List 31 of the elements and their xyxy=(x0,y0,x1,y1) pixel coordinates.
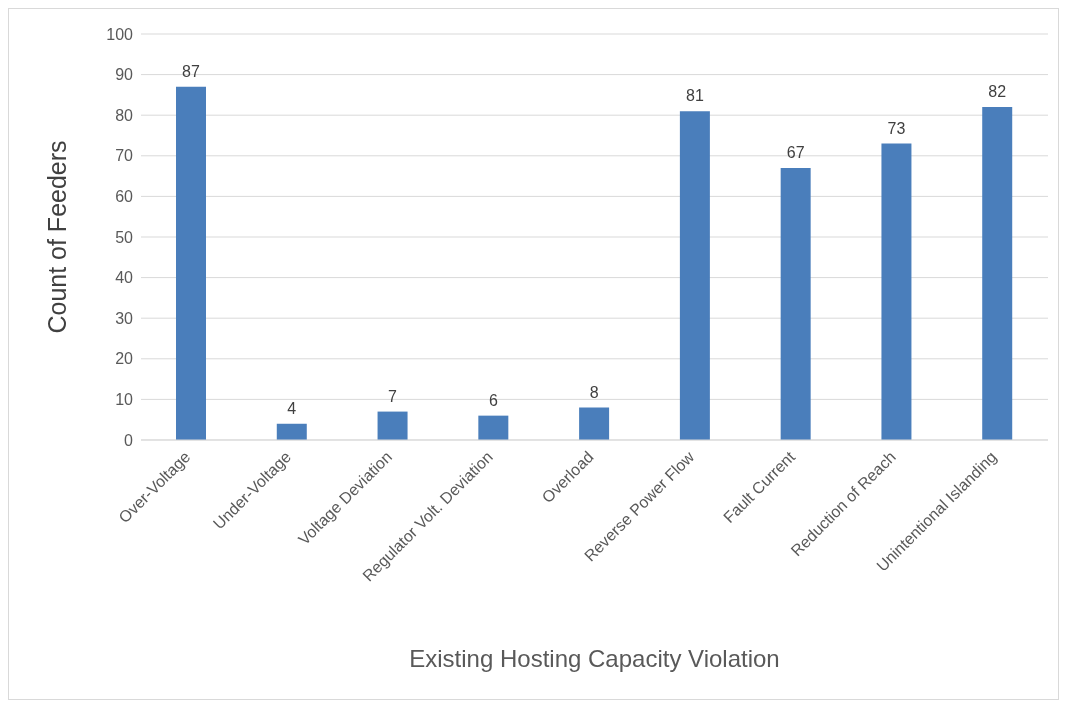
y-tick-label: 20 xyxy=(115,350,134,368)
data-label: 81 xyxy=(685,87,704,105)
y-tick-label: 40 xyxy=(115,269,134,287)
y-tick-label: 90 xyxy=(115,66,134,84)
y-tick-label: 60 xyxy=(115,188,134,206)
bar xyxy=(679,111,710,440)
y-tick-label: 30 xyxy=(115,309,134,327)
y-tick-label: 100 xyxy=(106,25,134,43)
data-label: 4 xyxy=(287,399,297,417)
bar xyxy=(780,167,811,440)
bar xyxy=(982,107,1013,440)
y-tick-label: 0 xyxy=(124,431,134,449)
bar xyxy=(478,415,509,440)
bar xyxy=(276,423,307,440)
data-label: 87 xyxy=(182,62,200,80)
y-tick-label: 80 xyxy=(115,106,134,124)
y-tick-label: 70 xyxy=(115,147,134,165)
data-label: 67 xyxy=(786,143,805,161)
bar xyxy=(176,86,206,440)
data-label: 82 xyxy=(988,83,1007,101)
bar xyxy=(377,411,408,440)
y-tick-label: 50 xyxy=(115,228,134,246)
data-label: 7 xyxy=(388,387,398,405)
data-label: 6 xyxy=(488,391,498,409)
y-tick-label: 10 xyxy=(115,391,134,409)
data-label: 8 xyxy=(589,383,599,401)
x-axis-title: Existing Hosting Capacity Violation xyxy=(409,645,780,672)
bar xyxy=(579,407,610,440)
bar xyxy=(881,143,912,440)
data-label: 73 xyxy=(887,119,906,137)
y-axis-title: Count of Feeders xyxy=(42,140,71,334)
